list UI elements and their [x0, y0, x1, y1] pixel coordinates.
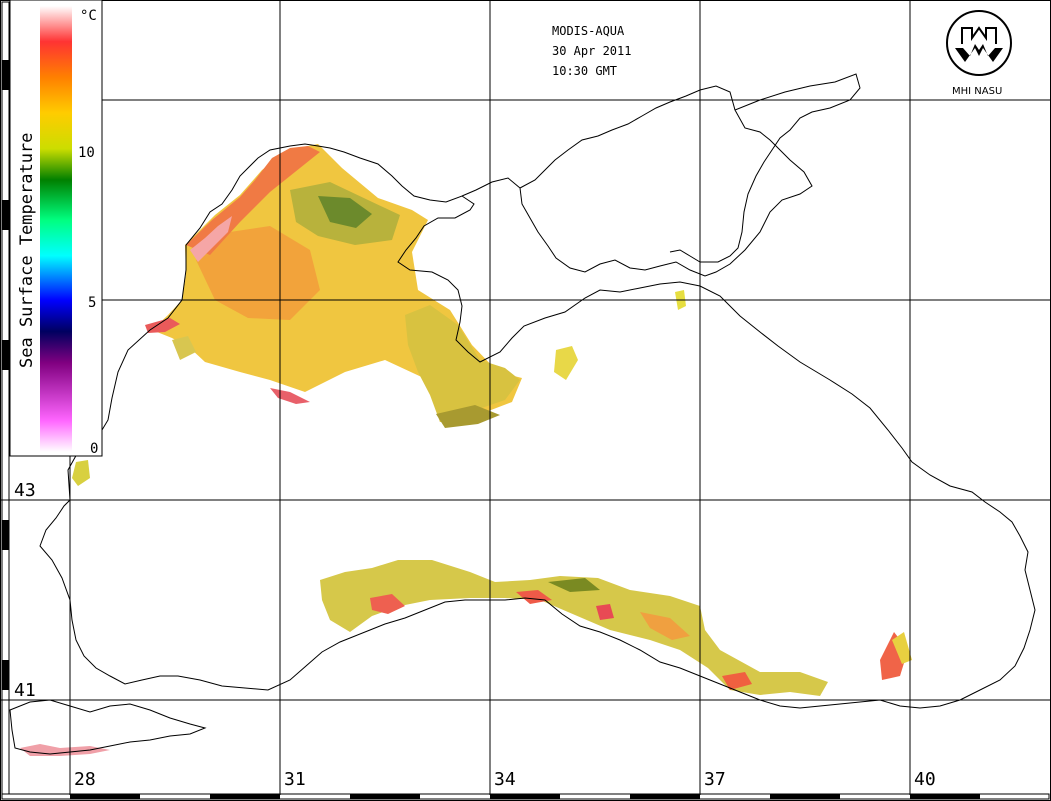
lat-label-43: 43: [14, 480, 36, 501]
coastline-azov-inner: [519, 85, 736, 189]
header-sensor: MODIS-AQUA: [552, 24, 625, 38]
lon-label-40: 40: [914, 769, 936, 790]
bottom-scale-bar: [1, 793, 1050, 800]
coastline-crimea: [461, 73, 861, 277]
coastline-west-north: [39, 143, 1036, 709]
lon-label-28: 28: [74, 769, 96, 790]
logo-text: MHI NASU: [952, 86, 1002, 97]
lat-label-41: 41: [14, 680, 36, 701]
coastline-bosphorus: [9, 699, 207, 755]
lon-label-37: 37: [704, 769, 726, 790]
colorbar-tick-5: 5: [88, 295, 96, 311]
mhi-nasu-logo: MHI NASU: [946, 10, 1012, 97]
logo-waves-icon: [955, 44, 1003, 62]
sst-patch-danube-red: [145, 318, 180, 333]
logo-emblem-icon: [961, 26, 997, 44]
sst-patch-crimea-south: [554, 346, 578, 380]
sst-patch-green: [318, 196, 372, 228]
sst-patch-olive-tail: [436, 405, 500, 428]
sst-patch-south-red-2: [516, 590, 552, 604]
colorbar-panel: °C 10 5 0 Sea Surface Temperature: [9, 0, 103, 457]
colorbar-title: Sea Surface Temperature: [17, 133, 37, 368]
sst-patch-south-red-1: [370, 594, 405, 614]
sst-patch-bulgaria: [72, 460, 90, 486]
colorbar-gradient: [40, 6, 72, 452]
sst-data-layer: [72, 144, 686, 486]
coastline: [9, 73, 1036, 755]
left-scale-bar: [1, 1, 10, 799]
sst-patch-yellow-east: [405, 305, 520, 422]
lon-label-34: 34: [494, 769, 516, 790]
sst-patch-south-orange: [640, 612, 690, 640]
header-date: 30 Apr 2011: [552, 44, 631, 58]
sst-patch-east-yellow: [892, 632, 912, 664]
sst-patch-south-olive: [548, 578, 600, 592]
sst-patch-south-red-4: [722, 672, 752, 690]
logo-circle-icon: [946, 10, 1012, 76]
colorbar-tick-0: 0: [90, 441, 98, 457]
lon-label-31: 31: [284, 769, 306, 790]
sst-patch-small-west: [172, 336, 196, 360]
header-time: 10:30 GMT: [552, 64, 617, 78]
sst-patch-south-red-3: [596, 604, 614, 620]
colorbar-unit: °C: [80, 8, 97, 24]
sst-patch-south-1: [320, 560, 828, 696]
colorbar-tick-10: 10: [78, 145, 95, 161]
sst-patch-orange-west: [196, 226, 320, 320]
sst-patch-warm-coast: [190, 216, 232, 262]
sst-southern-layer: [20, 560, 912, 756]
